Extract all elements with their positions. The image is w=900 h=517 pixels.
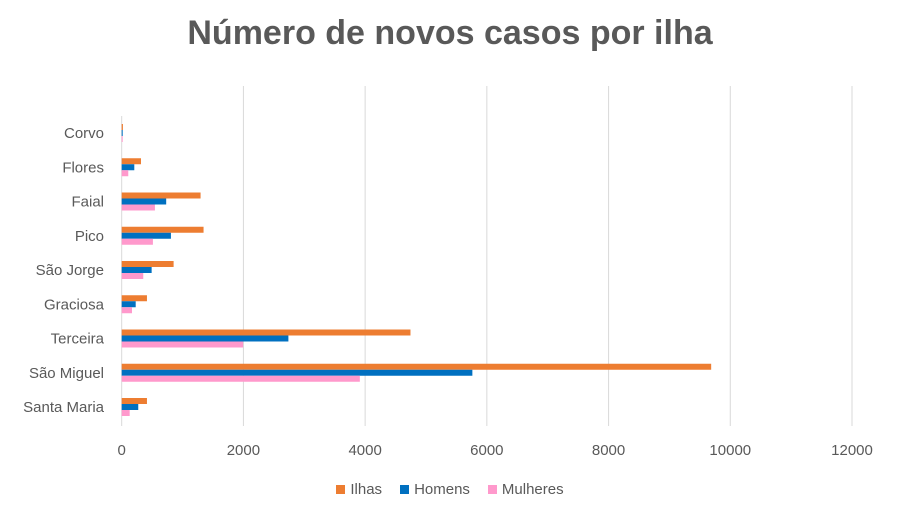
bar-mulheres (121, 204, 155, 211)
category-label: Faial (71, 194, 104, 211)
legend-swatch (336, 485, 346, 494)
legend: Ilhas Homens Mulheres (0, 481, 900, 498)
chart-title: Número de novos casos por ilha (187, 14, 713, 52)
legend-label: Mulheres (501, 481, 564, 498)
x-tick-label: 12000 (831, 442, 873, 459)
x-tick-label: 2000 (227, 442, 260, 459)
x-tick-label: 6000 (470, 442, 503, 459)
x-tick-label: 4000 (348, 442, 381, 459)
bar-mulheres (121, 307, 132, 314)
bar-mulheres (121, 136, 123, 142)
bar-homens (121, 301, 136, 308)
bar-mulheres (121, 273, 144, 279)
category-label: Graciosa (44, 296, 105, 313)
bar-mulheres (121, 170, 129, 177)
bar-ilhas (121, 295, 147, 302)
category-label: Corvo (64, 125, 104, 142)
legend-label: Homens (414, 481, 470, 498)
category-label: São Jorge (36, 262, 104, 279)
bar-ilhas (121, 158, 141, 165)
category-label: São Miguel (29, 365, 104, 382)
bar-mulheres (121, 375, 360, 382)
bar-ilhas (121, 124, 123, 130)
bar-homens (121, 198, 167, 205)
bar-ilhas (121, 261, 174, 267)
x-tick-label: 0 (118, 442, 126, 459)
bar-mulheres (121, 410, 130, 416)
legend-item: Mulheres (487, 481, 564, 498)
bar-homens (121, 164, 135, 171)
bar-ilhas (121, 192, 201, 199)
category-label: Terceira (51, 331, 105, 348)
bar-ilhas (121, 363, 712, 370)
legend-label: Ilhas (350, 481, 383, 498)
bar-ilhas (121, 398, 147, 404)
bar-mulheres (121, 341, 244, 348)
legend-swatch (487, 485, 497, 494)
bar-ilhas (121, 329, 411, 336)
bar-homens (121, 369, 473, 376)
bar-mulheres (121, 238, 153, 245)
legend-item: Ilhas (336, 481, 382, 498)
category-label: Santa Maria (23, 399, 105, 416)
bar-ilhas (121, 226, 204, 233)
x-tick-label: 8000 (592, 442, 625, 459)
x-tick-label: 10000 (709, 442, 751, 459)
legend-item: Homens (400, 481, 470, 498)
category-label: Flores (62, 159, 104, 176)
bar-homens (121, 130, 123, 136)
bar-homens (121, 335, 289, 342)
legend-swatch (400, 485, 410, 494)
bar-homens (121, 404, 139, 410)
bar-homens (121, 267, 152, 273)
category-label: Pico (75, 228, 104, 245)
bar-homens (121, 232, 171, 239)
